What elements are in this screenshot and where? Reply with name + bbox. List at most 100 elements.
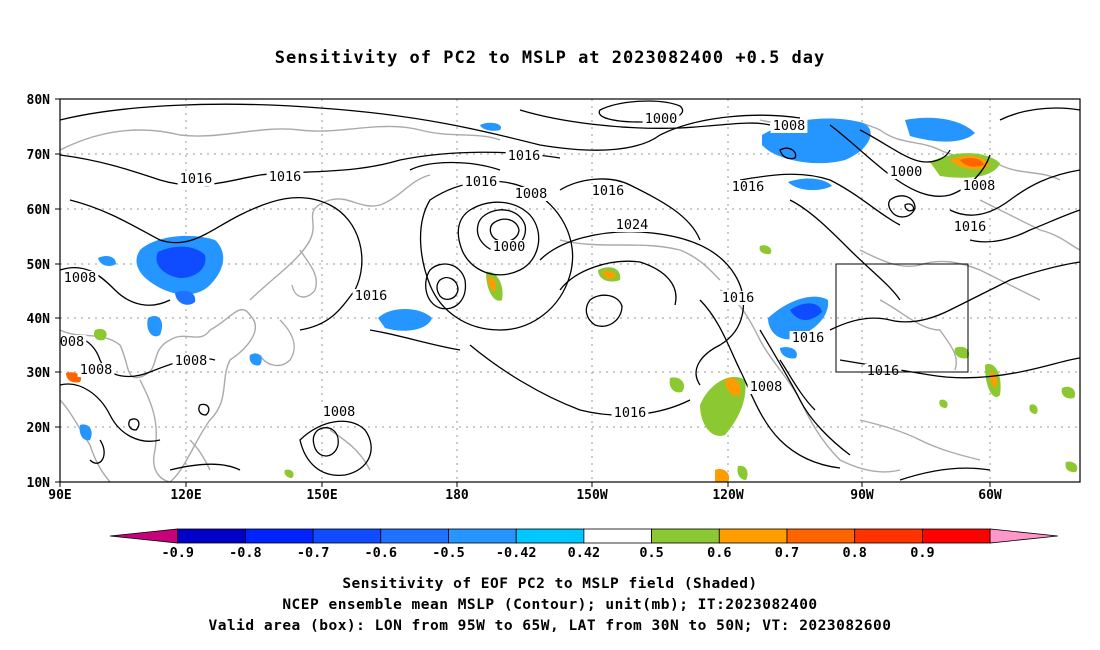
lon-label: 150E	[306, 488, 337, 503]
contour-label-bg	[611, 406, 649, 420]
plot-frame	[59, 98, 1081, 483]
contour-label: 1000	[645, 111, 678, 127]
contour-label: 1016	[355, 288, 388, 304]
colorbar-swatch	[312, 528, 382, 544]
lat-label: 10N	[27, 476, 51, 491]
contour-label: 1016	[732, 179, 765, 195]
colorbar-swatch	[380, 528, 449, 544]
contour-label-bg	[770, 119, 808, 133]
colorbar	[109, 528, 1058, 544]
tick-marks	[55, 98, 991, 487]
colorbar-swatch	[244, 528, 314, 544]
colorbar-tick-label: 0.7	[775, 545, 799, 561]
contour-label-bg	[177, 172, 215, 186]
contour-label: 1008	[80, 362, 113, 378]
lat-label: 80N	[27, 93, 51, 108]
contour-label-bg	[747, 380, 785, 394]
contour-label: 1008	[773, 118, 806, 134]
lon-label: 180	[445, 488, 469, 503]
contour-label-bg	[172, 354, 210, 368]
caption-line-1: Sensitivity of EOF PC2 to MSLP field (Sh…	[342, 576, 758, 592]
contour-label: 1024	[616, 217, 649, 233]
colorbar-tick-label: 0.5	[639, 545, 663, 561]
contour-label-bg	[642, 112, 680, 126]
lat-label: 60N	[27, 203, 51, 218]
contour-label: 1016	[508, 148, 541, 164]
contour-label: 008	[60, 334, 84, 350]
contour-label-bg	[512, 187, 550, 201]
contour-label: 1016	[269, 169, 302, 185]
lat-label: 20N	[27, 421, 51, 436]
contour-label-bg	[864, 364, 902, 378]
contour-label: 1016	[614, 405, 647, 421]
colorbar-tick-label: -0.7	[297, 545, 330, 561]
lat-label: 30N	[27, 366, 51, 381]
contour-label-bg	[887, 165, 925, 179]
contour-label: 1016	[180, 171, 213, 187]
colorbar-tick-label: 0.42	[568, 545, 601, 561]
contour-label-bg	[266, 170, 304, 184]
colorbar-tick-label: -0.5	[432, 545, 465, 561]
lon-label: 60W	[978, 488, 1002, 503]
contour-label-bg	[789, 331, 827, 345]
colorbar-tick-label: 0.8	[843, 545, 867, 561]
colorbar-labels: -0.9 -0.8 -0.7 -0.6 -0.5 -0.42 0.42 0.5 0.6 0.7 0.…	[161, 545, 934, 561]
contour-label-bg	[960, 179, 998, 193]
contour-label: 1008	[750, 379, 783, 395]
colorbar-swatch	[583, 528, 653, 544]
colorbar-swatch	[786, 528, 856, 544]
colorbar-swatch	[922, 528, 991, 544]
contour-label-bg	[61, 271, 99, 285]
contour-label-bg	[505, 149, 543, 163]
contour-label-bg	[57, 335, 87, 349]
colorbar-swatch	[718, 528, 788, 544]
lat-label: 50N	[27, 258, 51, 273]
valid-area-box	[835, 263, 969, 373]
colorbar-tick-label: -0.9	[161, 545, 194, 561]
lat-label: 40N	[27, 312, 51, 327]
colorbar-swatch	[651, 528, 720, 544]
contour-label: 1008	[64, 270, 97, 286]
contour-label-bg	[490, 240, 528, 254]
contour-label: 1008	[323, 404, 356, 420]
mslp-contours	[59, 100, 1081, 481]
colorbar-swatch	[854, 528, 923, 544]
lon-label: 90W	[850, 488, 874, 503]
caption-line-2: NCEP ensemble mean MSLP (Contour); unit(…	[282, 597, 818, 613]
colorbar-tick-label: -0.8	[229, 545, 262, 561]
contour-label-bg	[77, 363, 115, 377]
contour-label: 1016	[792, 330, 825, 346]
contour-labels: 1000 1008 1016 1016 1016 1008 1000 1016 1016 1016…	[57, 111, 998, 421]
contour-label-bg	[462, 175, 500, 189]
contour-label-bg	[729, 180, 767, 194]
contour-label: 1008	[175, 353, 208, 369]
contour-label: 1016	[867, 363, 900, 379]
colorbar-swatch	[515, 528, 585, 544]
lon-label: 150W	[576, 488, 607, 503]
contour-label: 1016	[954, 219, 987, 235]
contour-label: 1000	[890, 164, 923, 180]
contour-label-bg	[719, 291, 757, 305]
contour-label: 1000	[493, 239, 526, 255]
contour-label: 1008	[963, 178, 996, 194]
colorbar-tick-label: 0.6	[707, 545, 731, 561]
contour-label: 1016	[592, 183, 625, 199]
colorbar-swatch	[177, 528, 246, 544]
contour-label-bg	[613, 218, 651, 232]
contour-label: 1016	[722, 290, 755, 306]
plot-area	[60, 99, 1080, 482]
lat-label: 70N	[27, 148, 51, 163]
map-title: Sensitivity of PC2 to MSLP at 2023082400…	[274, 48, 826, 68]
contour-label-bg	[352, 289, 390, 303]
contour-label: 1008	[515, 186, 548, 202]
lon-label: 90E	[48, 488, 71, 503]
colorbar-swatch	[448, 528, 517, 544]
colorbar-tick-label: -0.42	[496, 545, 537, 561]
contour-label-bg	[320, 405, 358, 419]
contour-label: 1016	[465, 174, 498, 190]
caption-block: Sensitivity of EOF PC2 to MSLP field (Sh…	[0, 574, 1100, 637]
colorbar-min-arrow	[109, 528, 179, 544]
contour-label-bg	[951, 220, 989, 234]
lon-label: 120W	[712, 488, 743, 503]
